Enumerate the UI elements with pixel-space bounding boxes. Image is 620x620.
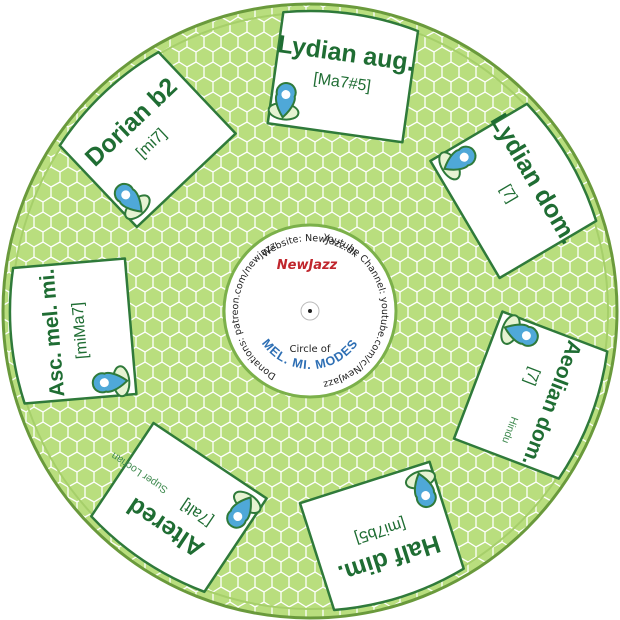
brand-logo: NewJazz xyxy=(277,258,338,273)
mode-segment-half-dim: Half dim.[mi7b5] xyxy=(298,460,465,612)
pin-icon xyxy=(91,365,131,398)
pin-icon xyxy=(438,145,477,181)
mode-box xyxy=(452,310,609,480)
spindle-dot xyxy=(308,309,312,313)
mode-segment-dorian-b2: Dorian b2[mi7] xyxy=(58,50,237,229)
pin-icon xyxy=(113,182,151,221)
mode-segment-lydian-aug: Lydian aug.[Ma7#5] xyxy=(266,9,420,144)
mode-box xyxy=(58,50,237,229)
mode-chord: [7] xyxy=(521,365,543,388)
mode-segment-aeolian-dom: Aeolian dom.[7]Hindu xyxy=(452,310,609,480)
mode-segment-asc-mel-mi: Asc. mel. mi. [miMa7] xyxy=(8,257,138,405)
mode-box xyxy=(8,257,138,405)
center-hub: Website: NewJazz.dk Youtube Channel: you… xyxy=(222,223,398,399)
pin-icon xyxy=(267,82,300,121)
pin-icon xyxy=(226,490,262,529)
mode-chord: [7] xyxy=(497,182,521,206)
circle-of-text: Circle of xyxy=(290,344,331,355)
mode-chord: [miMa7] xyxy=(69,301,91,359)
mode-box xyxy=(90,421,268,594)
mode-box xyxy=(266,9,420,144)
pin-icon xyxy=(404,469,437,508)
mode-segment-altered: Altered[7alt]Super Locrian xyxy=(90,421,268,594)
pin-icon xyxy=(500,314,539,347)
